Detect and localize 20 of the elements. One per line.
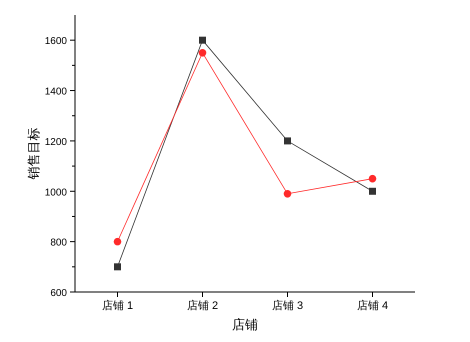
y-tick-label: 1000: [44, 187, 68, 198]
y-tick-label: 1200: [44, 136, 68, 148]
y-axis-title: 销售目标: [26, 128, 41, 180]
point: [284, 137, 291, 144]
y-tick-label: 1600: [44, 36, 68, 48]
point: [199, 36, 206, 44]
point: [284, 190, 292, 198]
y-tick-label: 1400: [44, 86, 68, 98]
x-axis-title: 店铺: [232, 317, 258, 332]
point: [114, 263, 121, 270]
y-tick-label: 800: [50, 238, 68, 249]
x-tick-label: 店铺 3: [272, 299, 304, 312]
x-tick-label: 店铺 4: [356, 299, 388, 312]
point: [368, 174, 376, 182]
y-tick-label: 600: [50, 288, 68, 299]
point: [198, 48, 206, 57]
point: [369, 188, 376, 195]
x-tick-label: 店铺 1: [102, 299, 134, 312]
x-tick-label: 店铺 2: [186, 299, 218, 312]
point: [114, 238, 122, 246]
